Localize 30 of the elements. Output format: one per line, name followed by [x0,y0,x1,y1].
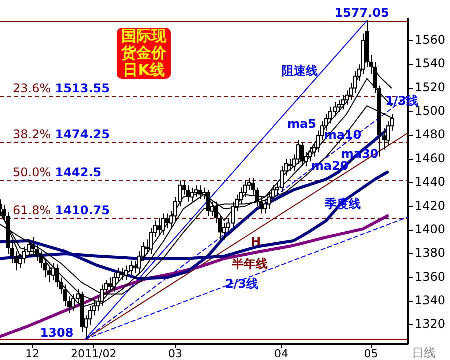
y-tick-label: 1560 [415,33,446,48]
text: 国际现货金价日K线 [117,27,171,79]
annotation: ma5 [288,117,316,131]
x-tick-label: 03 [168,347,182,360]
y-tick-label: 1480 [415,128,446,142]
y-tick-label: 1520 [415,80,446,94]
y-tick-label: 1540 [415,56,446,71]
ref-line-label: 61.8% 1410.75 [13,204,110,218]
annotation: 阻速线 [282,64,318,78]
annotation: H [250,235,262,249]
annotation: 半年线 [231,257,268,271]
x-tick-label: 05 [364,347,378,360]
ref-line-label: 38.2% 1474.25 [13,128,110,142]
ref-line-label: 23.6% 1513.55 [13,82,110,96]
y-tick-label: 1440 [415,175,446,190]
y-tick-label: 1380 [415,246,446,260]
annotation: 1308 [40,326,74,340]
annotation: 2/3线 [225,277,259,291]
x-tick-label: 04 [274,347,289,360]
x-tick-label: 2011/02 [70,347,117,360]
ref-line-label: 50.0% 1442.5 [13,166,102,180]
y-tick-label: 1400 [415,222,446,236]
annotation: 1577.05 [334,6,390,20]
x-tick-label: 12 [26,347,40,360]
y-tick-label: 1360 [415,270,446,284]
x-axis-title: 日线 [412,346,436,360]
y-tick-label: 1340 [415,294,446,308]
y-tick-label: 1460 [415,151,446,166]
y-tick-label: 1420 [415,198,446,213]
y-tick-label: 1320 [415,317,446,332]
